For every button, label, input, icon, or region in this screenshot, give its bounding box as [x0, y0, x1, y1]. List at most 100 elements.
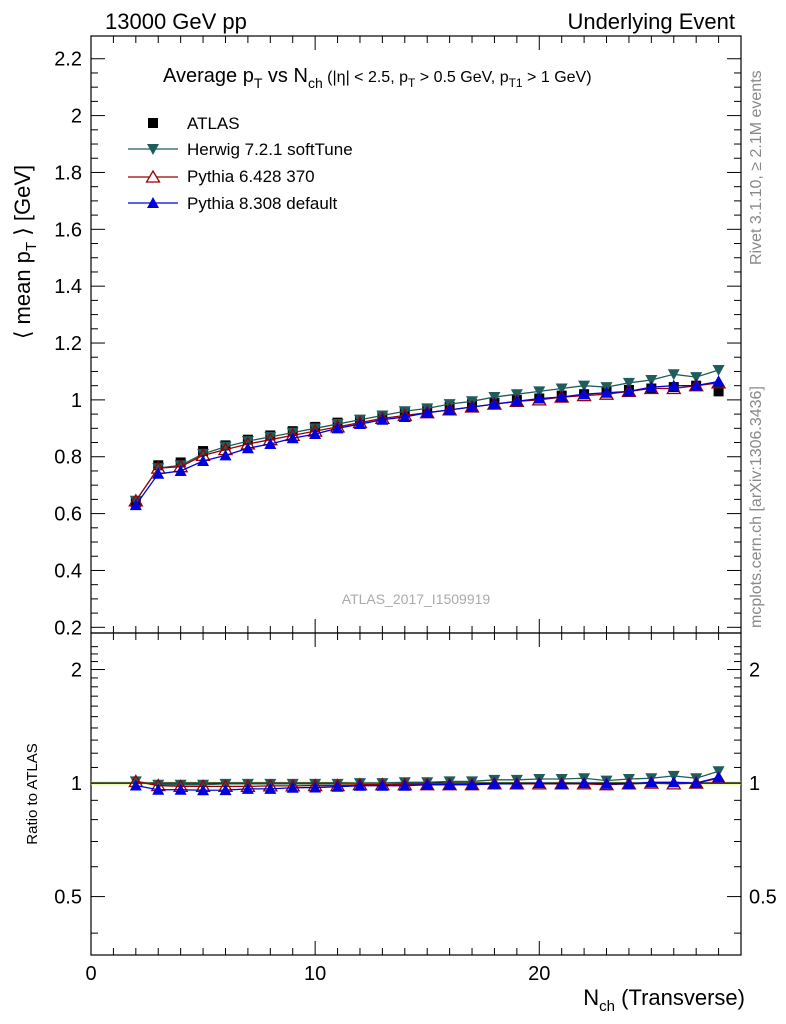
- main-point-herwig-7-2-1-softtune: [712, 365, 725, 377]
- ratio-point-pythia-8-308-default: [421, 778, 434, 790]
- ratio-point-pythia-8-308-default: [129, 779, 142, 791]
- ratio-point-pythia-8-308-default: [690, 777, 703, 789]
- ratio-y-tick-label: 1: [71, 773, 82, 795]
- ratio-point-pythia-8-308-default: [578, 777, 591, 789]
- main-y-axis-label: ⟨ mean pT ⟩ [GeV]: [10, 165, 40, 339]
- main-x-ticks: [90, 36, 742, 633]
- ratio-series-group: [91, 766, 741, 796]
- main-plot-title: Average pT vs Nch (|η| < 2.5, pT > 0.5 G…: [163, 65, 592, 91]
- main-point-pythia-8-308-default: [421, 406, 434, 418]
- legend-item-herwig: Herwig 7.2.1 softTune: [128, 140, 353, 159]
- ratio-point-pythia-8-308-default: [197, 784, 210, 796]
- ratio-x-ticks: 0 10 20: [85, 633, 742, 985]
- ratio-point-pythia-8-308-default: [600, 777, 613, 789]
- main-point-pythia-8-308-default: [309, 428, 322, 439]
- main-point-pythia-8-308-default: [488, 398, 501, 410]
- legend-label-herwig: Herwig 7.2.1 softTune: [187, 140, 353, 159]
- y-tick-label: 0.6: [54, 504, 82, 526]
- y-tick-label: 0.2: [54, 617, 82, 639]
- ratio-point-pythia-8-308-default: [331, 780, 344, 792]
- main-point-pythia-8-308-default: [219, 449, 232, 461]
- main-point-pythia-8-308-default: [197, 455, 210, 467]
- ratio-y-tick-label-right: 0.5: [749, 887, 777, 909]
- main-point-pythia-8-308-default: [286, 432, 299, 444]
- y-tick-label: 1.2: [54, 333, 82, 355]
- ratio-y-tick-label-right: 2: [749, 660, 760, 682]
- main-point-pythia-8-308-default: [600, 386, 613, 398]
- legend-label-pythia6: Pythia 6.428 370: [187, 167, 315, 186]
- ratio-point-pythia-8-308-default: [667, 776, 680, 788]
- legend-marker-pythia8: [147, 197, 159, 208]
- legend-marker-pythia6: [145, 169, 161, 183]
- main-point-pythia-8-308-default: [264, 437, 277, 449]
- main-y-ticks: 0.2 0.4 0.6 0.8 1 1.2 1.4 1.6 1.8 2 2.2: [54, 49, 741, 639]
- main-point-pythia-8-308-default: [645, 381, 658, 393]
- main-point-pythia-8-308-default: [398, 410, 411, 422]
- y-tick-label: 2: [71, 106, 82, 128]
- ratio-y-tick-label-right: 1: [749, 773, 760, 795]
- ratio-point-pythia-8-308-default: [466, 778, 479, 790]
- y-tick-label: 1: [71, 390, 82, 412]
- ratio-point-pythia-8-308-default: [241, 782, 254, 794]
- y-tick-label: 1.4: [54, 276, 82, 298]
- y-tick-label: 1.6: [54, 219, 82, 241]
- header-process: Underlying Event: [567, 9, 735, 34]
- main-point-herwig-7-2-1-softtune: [555, 383, 568, 395]
- ratio-point-pythia-8-308-default: [286, 781, 299, 793]
- main-point-pythia-8-308-default: [690, 379, 703, 391]
- main-point-herwig-7-2-1-softtune: [241, 436, 254, 448]
- legend-item-pythia6: Pythia 6.428 370: [128, 167, 315, 186]
- legend-label-pythia8: Pythia 8.308 default: [187, 194, 338, 213]
- y-tick-label: 0.8: [54, 447, 82, 469]
- ratio-plot-frame: [90, 632, 742, 956]
- ratio-point-pythia-8-308-default: [533, 777, 546, 789]
- legend-label-atlas: ATLAS: [187, 114, 240, 133]
- ratio-point-pythia-8-308-default: [219, 784, 232, 796]
- main-point-pythia-8-308-default: [466, 400, 479, 412]
- y-tick-label: 0.4: [54, 560, 82, 582]
- main-point-pythia-8-308-default: [622, 385, 635, 397]
- ratio-point-pythia-8-308-default: [264, 782, 277, 794]
- main-point-herwig-7-2-1-softtune: [533, 386, 546, 398]
- ratio-point-pythia-8-308-default: [398, 779, 411, 791]
- legend-item-pythia8: Pythia 8.308 default: [128, 194, 338, 213]
- ratio-point-pythia-8-308-default: [353, 779, 366, 791]
- main-point-pythia-8-308-default: [555, 391, 568, 403]
- ratio-point-pythia-8-308-default: [712, 771, 725, 783]
- ratio-point-pythia-8-308-default: [510, 777, 523, 789]
- main-point-pythia-8-308-default: [510, 395, 523, 407]
- main-point-herwig-7-2-1-softtune: [578, 380, 591, 392]
- main-point-herwig-7-2-1-softtune: [690, 372, 703, 384]
- main-point-herwig-7-2-1-softtune: [645, 374, 658, 386]
- ratio-y-tick-label: 0.5: [54, 887, 82, 909]
- ratio-point-pythia-8-308-default: [309, 781, 322, 793]
- y-tick-label: 2.2: [54, 49, 82, 71]
- main-point-atlas: [713, 386, 724, 397]
- main-point-pythia-8-308-default: [331, 422, 344, 434]
- main-point-pythia-8-308-default: [241, 442, 254, 454]
- x-tick-label: 0: [85, 963, 96, 985]
- ratio-y-tick-label: 2: [71, 660, 82, 682]
- x-tick-label: 10: [304, 963, 326, 985]
- ratio-panel: Ratio to ATLAS Nch (Transverse) 0.5 0.5 1 1…: [24, 632, 777, 1015]
- main-point-pythia-8-308-default: [152, 467, 165, 479]
- ratio-point-pythia-8-308-default: [622, 777, 635, 789]
- main-point-pythia-8-308-default: [712, 375, 725, 387]
- main-point-pythia-8-308-default: [353, 418, 366, 430]
- main-panel: Average pT vs Nch (|η| < 2.5, pT > 0.5 G…: [10, 35, 742, 639]
- ratio-point-pythia-8-308-default: [152, 783, 165, 795]
- ratio-point-pythia-8-308-default: [376, 779, 389, 791]
- analysis-watermark: ATLAS_2017_I1509919: [342, 591, 491, 607]
- main-point-pythia-8-308-default: [376, 413, 389, 425]
- main-point-pythia-8-308-default: [533, 392, 546, 404]
- mcplots-label: mcplots.cern.ch [arXiv:1306.3436]: [748, 386, 765, 628]
- x-axis-label: Nch (Transverse): [583, 985, 745, 1015]
- legend: ATLAS Herwig 7.2.1 softTune Pythia 6.428…: [128, 114, 353, 213]
- main-series-group: [128, 365, 727, 511]
- y-tick-label: 1.8: [54, 162, 82, 184]
- main-point-pythia-8-308-default: [578, 388, 591, 400]
- ratio-y-axis-label: Ratio to ATLAS: [24, 743, 41, 844]
- x-tick-label: 20: [528, 963, 550, 985]
- rivet-version-label: Rivet 3.1.10, ≥ 2.1M events: [748, 70, 765, 265]
